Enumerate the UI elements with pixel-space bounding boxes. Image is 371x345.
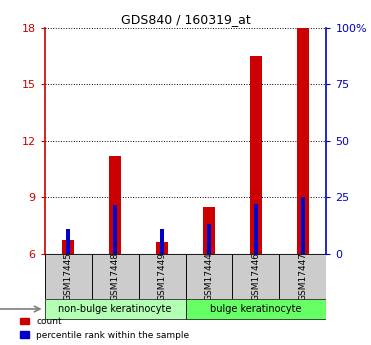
Legend: count, percentile rank within the sample: count, percentile rank within the sample bbox=[16, 314, 193, 343]
Bar bbox=[62, 240, 74, 254]
Text: GSM17444: GSM17444 bbox=[204, 252, 213, 301]
Bar bbox=[233, 254, 279, 299]
Bar bbox=[160, 229, 164, 254]
Bar bbox=[203, 207, 215, 254]
Bar bbox=[156, 242, 168, 254]
Text: GSM17447: GSM17447 bbox=[299, 252, 308, 301]
Bar bbox=[66, 229, 70, 254]
Bar bbox=[138, 254, 186, 299]
Bar bbox=[297, 28, 309, 254]
Text: GSM17448: GSM17448 bbox=[111, 252, 119, 301]
Text: GSM17445: GSM17445 bbox=[63, 252, 72, 301]
Bar bbox=[92, 254, 138, 299]
Bar bbox=[113, 205, 117, 254]
Bar bbox=[45, 254, 92, 299]
Title: GDS840 / 160319_at: GDS840 / 160319_at bbox=[121, 13, 250, 27]
Bar bbox=[254, 204, 258, 254]
Bar bbox=[301, 197, 305, 254]
Bar bbox=[207, 224, 211, 254]
Bar bbox=[279, 254, 326, 299]
Bar bbox=[186, 299, 326, 319]
Bar bbox=[186, 254, 233, 299]
Text: bulge keratinocyte: bulge keratinocyte bbox=[210, 304, 302, 314]
Bar bbox=[109, 156, 121, 254]
Text: GSM17449: GSM17449 bbox=[158, 252, 167, 301]
Text: GSM17446: GSM17446 bbox=[252, 252, 260, 301]
Bar bbox=[250, 56, 262, 254]
Text: non-bulge keratinocyte: non-bulge keratinocyte bbox=[58, 304, 172, 314]
Bar bbox=[45, 299, 186, 319]
